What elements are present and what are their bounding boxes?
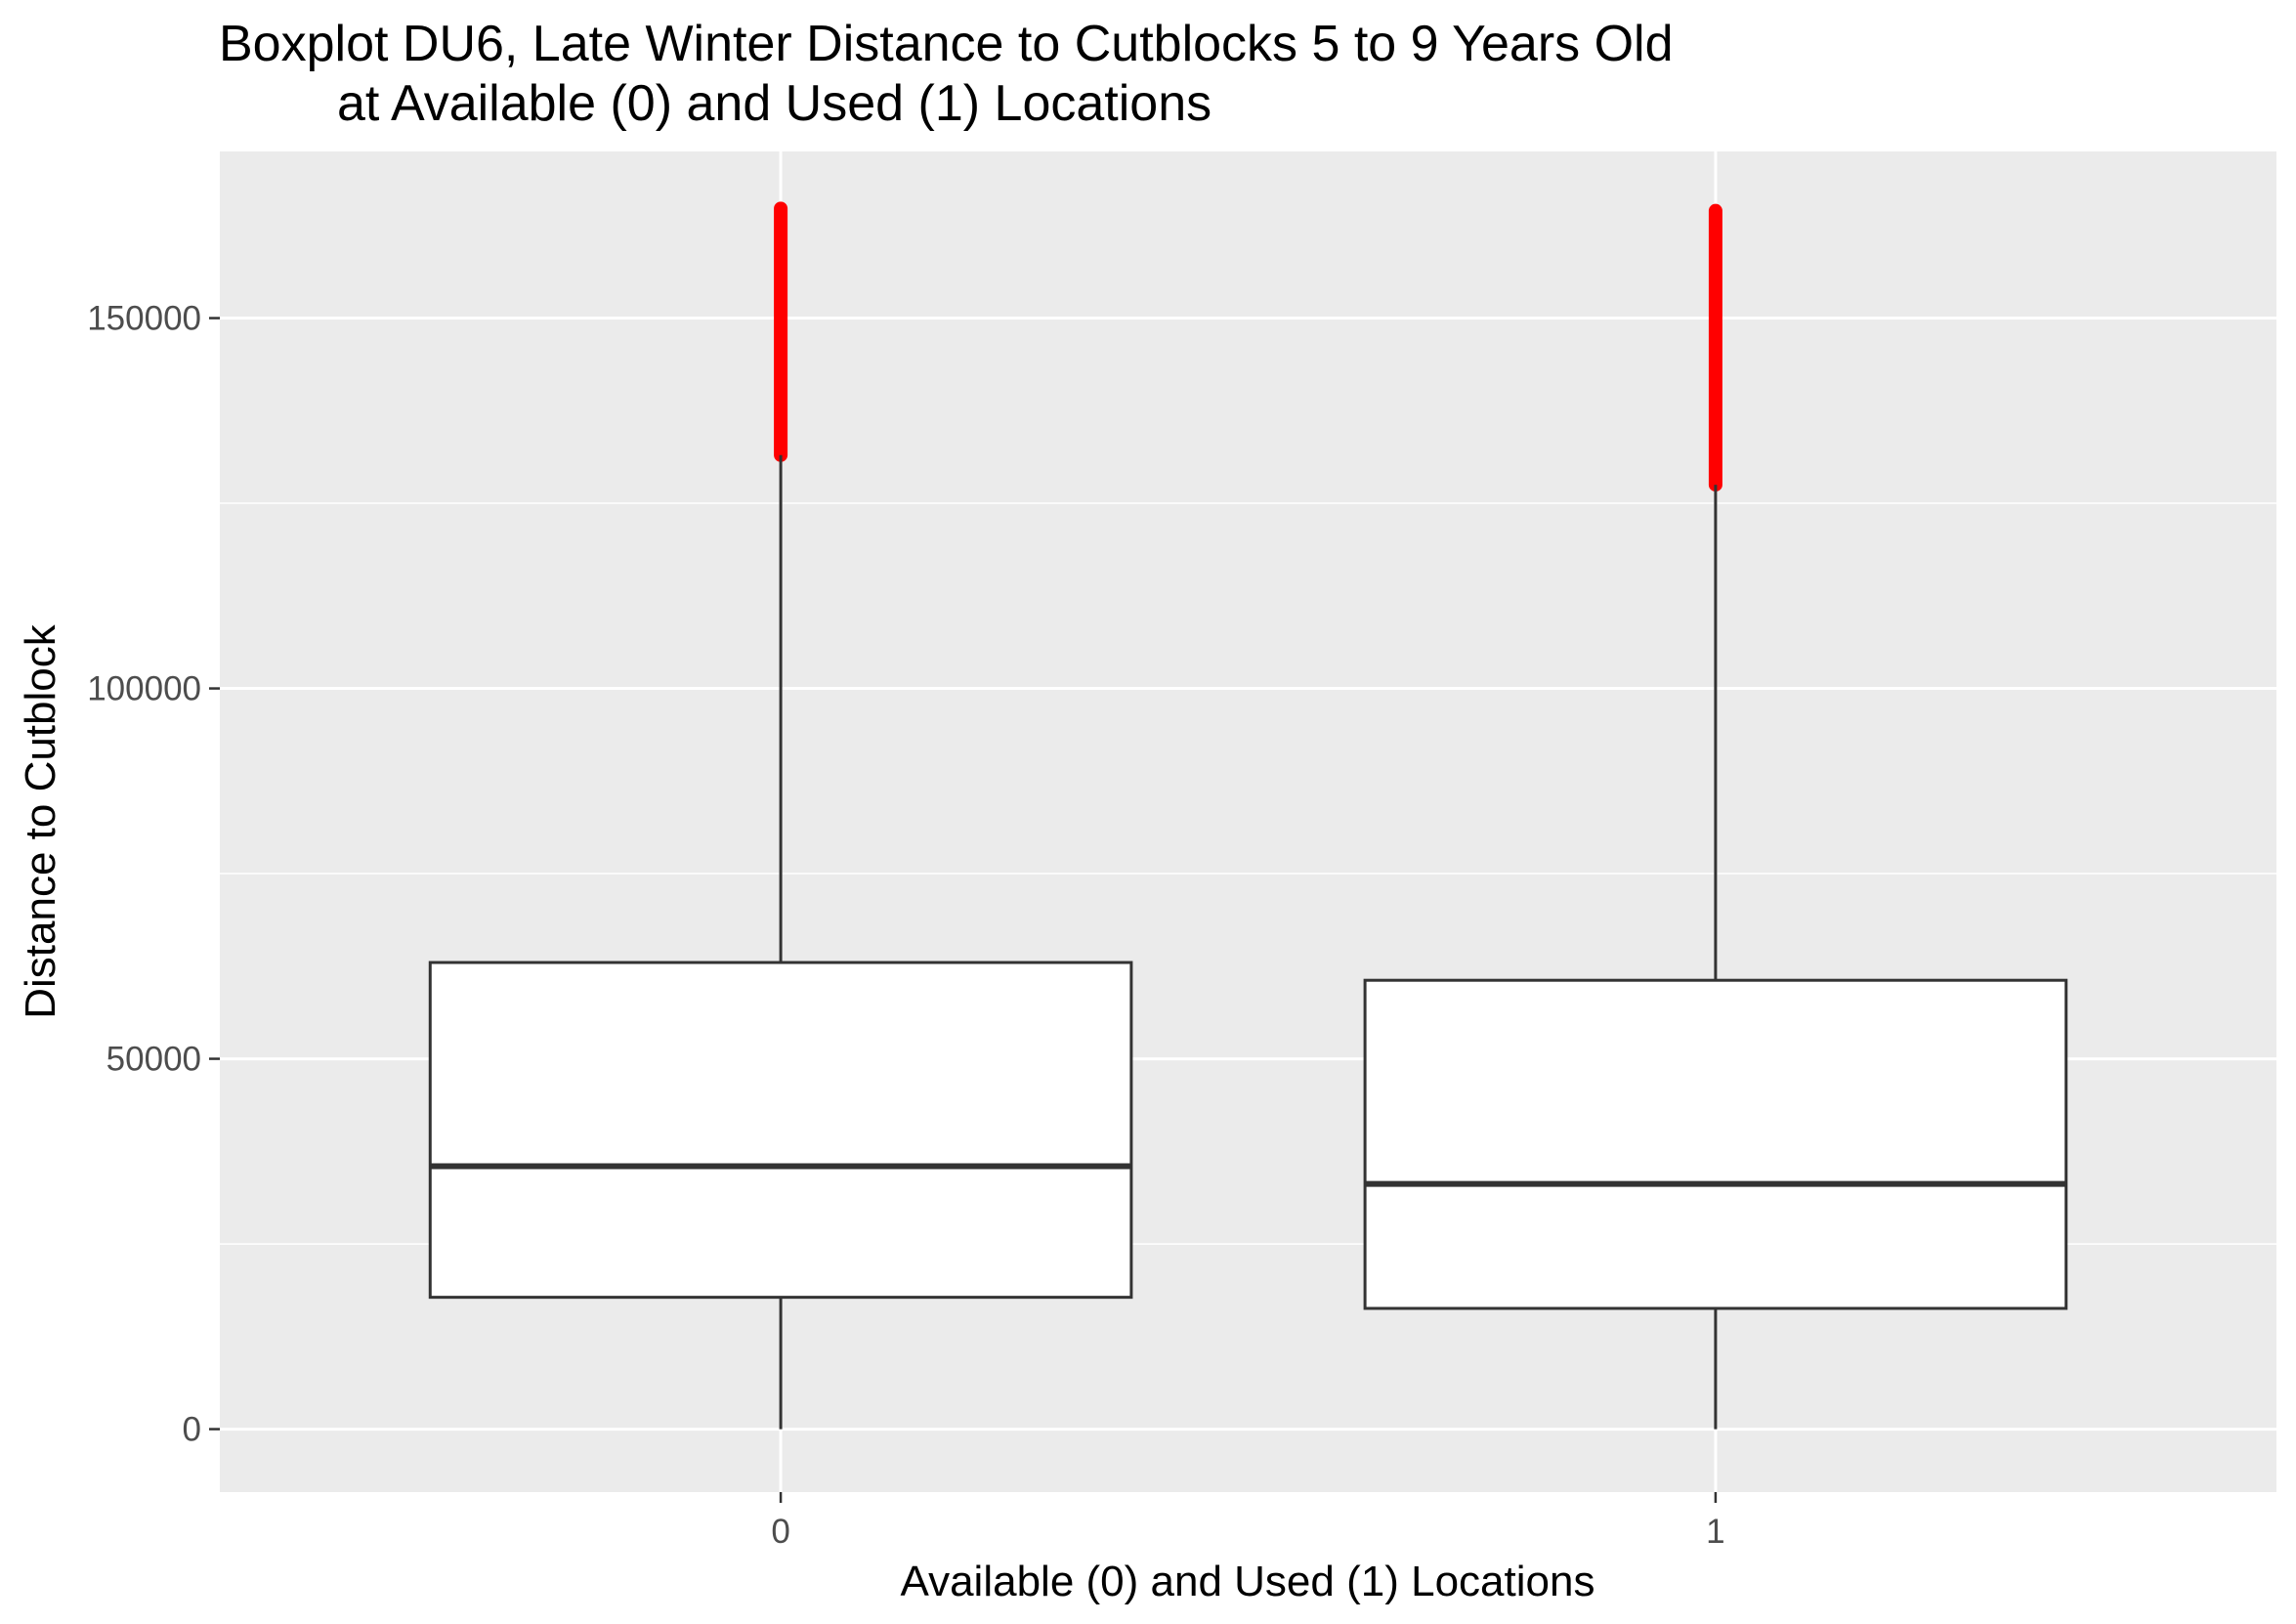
chart-title-line-2: at Available (0) and Used (1) Locations [337, 75, 1212, 132]
y-axis-title: Distance to Cutblock [17, 623, 64, 1019]
interquartile-box [428, 961, 1133, 1300]
axis-layer: 0 50000 100000 150000 0 1 [87, 300, 1724, 1551]
x-axis-title: Available (0) and Used (1) Locations [901, 1558, 1595, 1605]
y-tick-label: 0 [183, 1411, 201, 1449]
y-tick-label: 150000 [87, 300, 201, 338]
y-tick-label: 100000 [87, 670, 201, 708]
x-tick-label: 1 [1706, 1513, 1724, 1551]
chart-title-line-1: Boxplot DU6, Late Winter Distance to Cut… [219, 16, 1674, 72]
y-tick-label: 50000 [106, 1041, 201, 1079]
box-group-0 [428, 201, 1133, 1430]
interquartile-box [1363, 978, 2068, 1310]
box-group-1 [1363, 203, 2068, 1430]
x-tick-label: 0 [771, 1513, 789, 1551]
box-layer [428, 201, 2068, 1430]
